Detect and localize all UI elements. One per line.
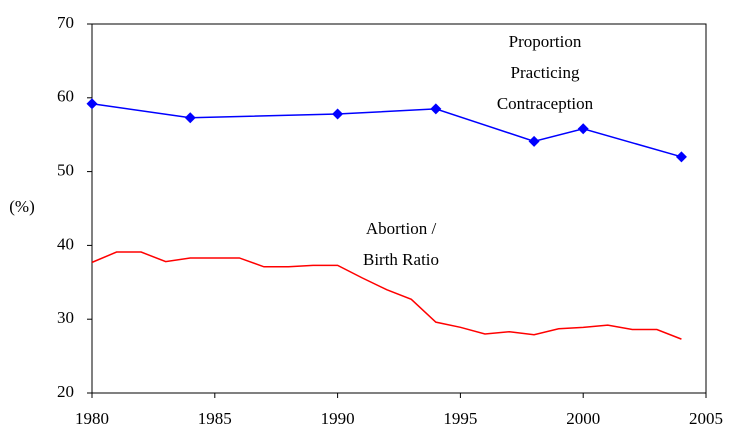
y-axis-label: (%) [9, 197, 34, 216]
point-marker [577, 123, 589, 135]
x-tick-label: 1980 [75, 409, 109, 428]
annotation: Practicing [511, 63, 580, 82]
y-tick-label: 70 [57, 13, 74, 32]
x-tick-label: 1990 [321, 409, 355, 428]
point-marker [528, 135, 540, 147]
y-tick-label: 20 [57, 382, 74, 401]
annotation: Abortion / [366, 219, 437, 238]
point-marker [675, 151, 687, 163]
y-tick-label: 40 [57, 234, 74, 253]
annotation: Contraception [497, 94, 594, 113]
x-tick-label: 2000 [566, 409, 600, 428]
y-tick-label: 30 [57, 308, 74, 327]
x-tick-label: 1985 [198, 409, 232, 428]
series-line [91, 251, 682, 340]
annotation: Birth Ratio [363, 250, 439, 269]
point-marker [184, 112, 196, 124]
annotation: Proportion [509, 32, 582, 51]
x-tick-label: 2005 [689, 409, 723, 428]
point-marker [332, 108, 344, 120]
x-tick-label: 1995 [443, 409, 477, 428]
y-tick-label: 60 [57, 87, 74, 106]
plot-frame [91, 23, 707, 394]
point-marker [86, 98, 98, 110]
y-tick-label: 50 [57, 161, 74, 180]
point-marker [430, 103, 442, 115]
